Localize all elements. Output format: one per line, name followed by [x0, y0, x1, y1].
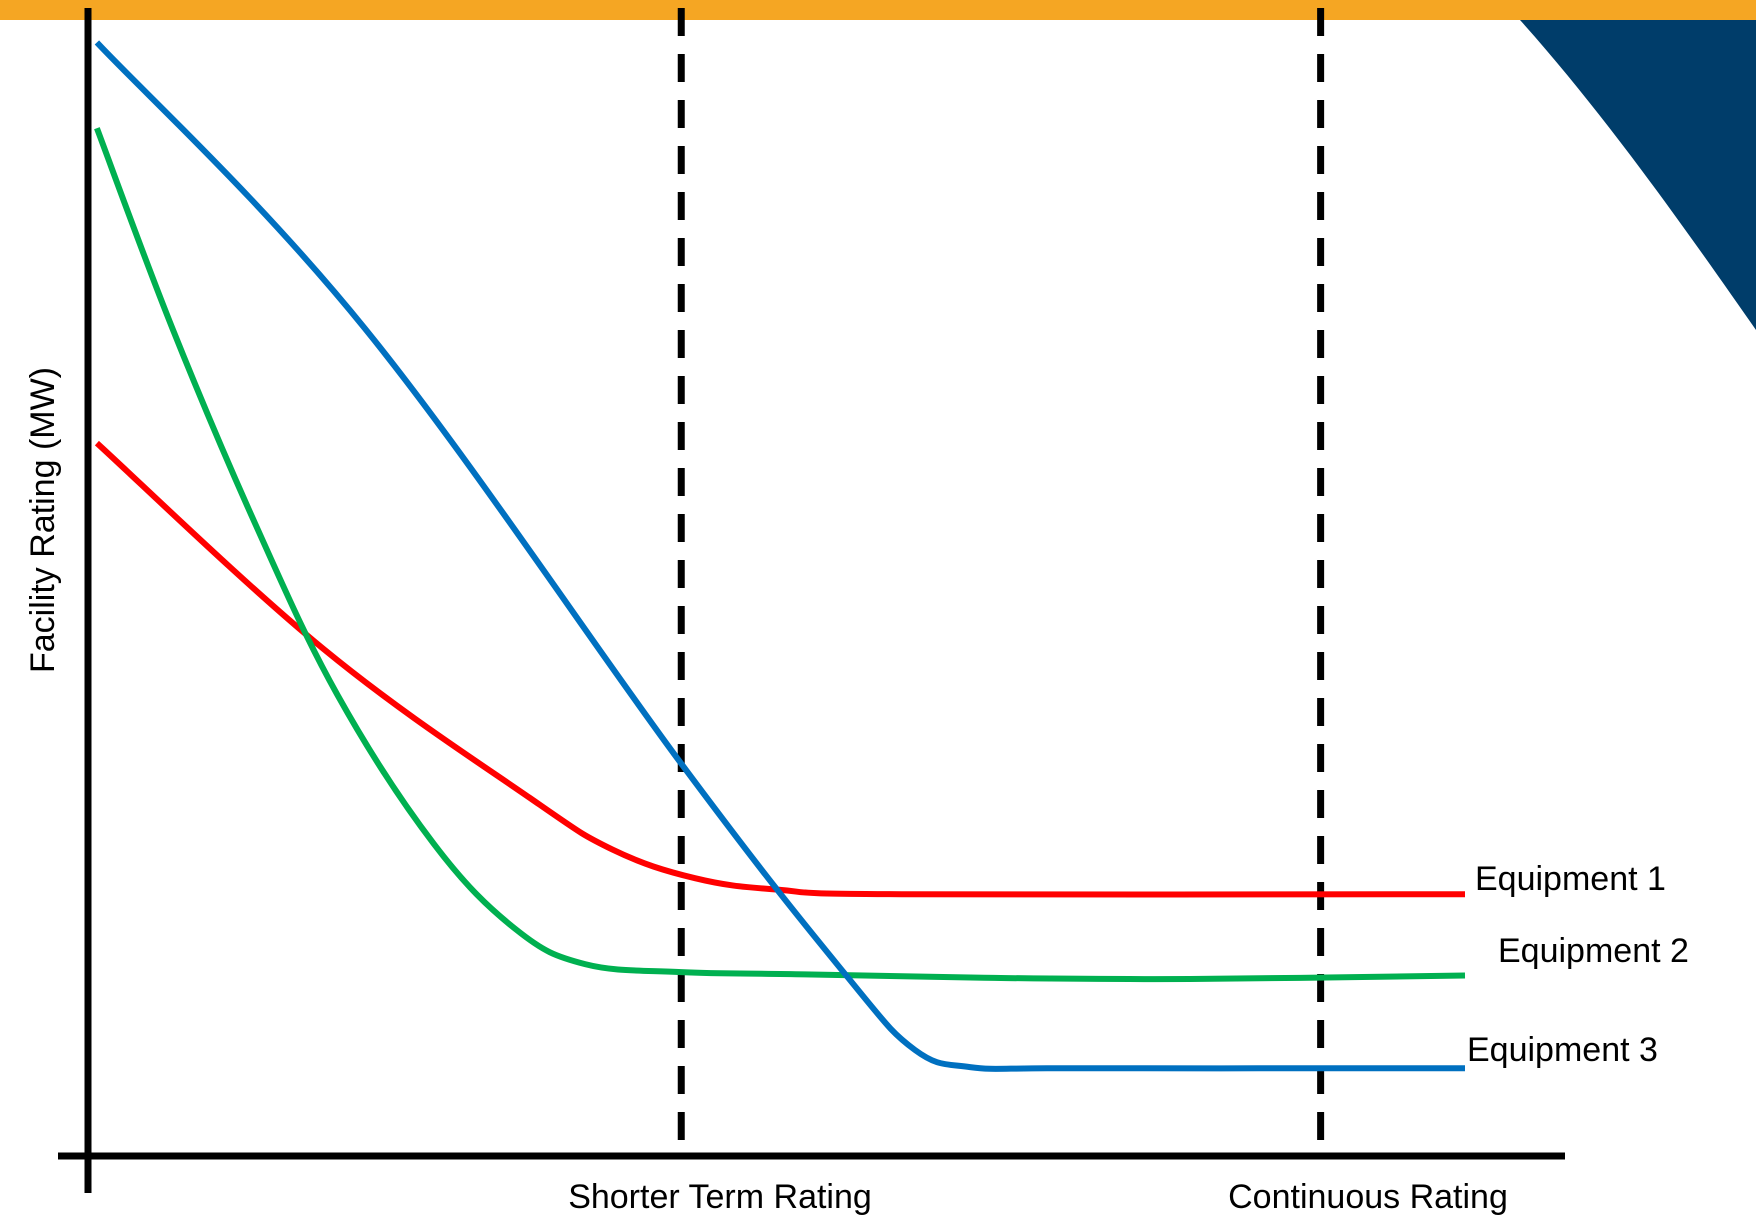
- series-label-equipment-3: Equipment 3: [1467, 1031, 1658, 1069]
- series-line-equipment-3: [94, 40, 1465, 1072]
- x-marker-label-continuous: Continuous Rating: [1228, 1178, 1508, 1216]
- reference-lines: [677, 8, 1325, 1158]
- series-label-equipment-1: Equipment 1: [1475, 860, 1666, 898]
- corner-decoration: [1520, 20, 1756, 330]
- series-lines: [94, 40, 1466, 1072]
- series-line-equipment-2: [94, 127, 1466, 983]
- x-marker-label-shorter-term: Shorter Term Rating: [568, 1178, 872, 1216]
- series-line-equipment-1: [94, 440, 1466, 898]
- series-label-equipment-2: Equipment 2: [1498, 932, 1689, 970]
- top-accent-bar: [0, 0, 1756, 20]
- y-axis-label: Facility Rating (MW): [24, 367, 62, 673]
